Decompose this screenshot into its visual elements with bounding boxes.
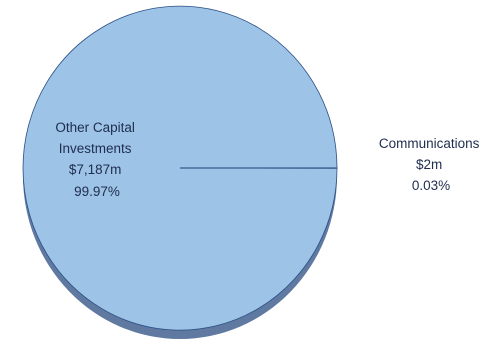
slice-label-communications: Communications $2m 0.03% xyxy=(379,136,483,193)
label-percent: 0.03% xyxy=(412,178,450,193)
label-line-2: Investments xyxy=(59,141,132,156)
label-line-1: Other Capital xyxy=(55,120,135,135)
label-value: $2m xyxy=(416,157,442,172)
pie-slices xyxy=(22,5,338,331)
label-line-1: Communications xyxy=(379,136,480,151)
label-percent: 99.97% xyxy=(74,184,120,199)
label-value: $7,187m xyxy=(69,162,122,177)
slice-label-other-capital-investments: Other Capital Investments $7,187m 99.97% xyxy=(55,120,138,199)
